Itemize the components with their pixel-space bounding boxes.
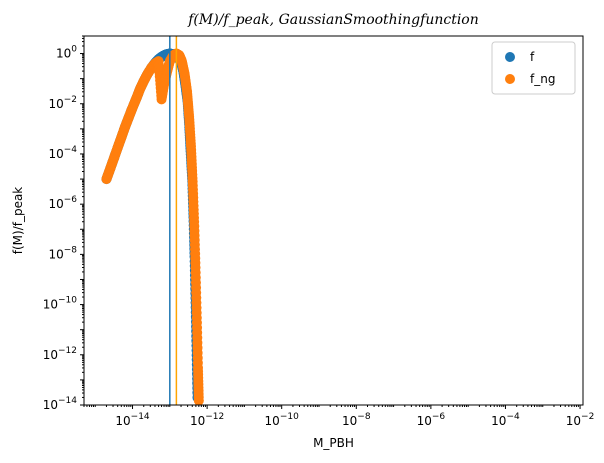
y-tick-label: 10−8	[48, 245, 77, 261]
y-tick-label: 10−6	[48, 195, 77, 211]
x-tick-label: 10−4	[491, 412, 520, 428]
x-tick-label: 10−2	[566, 412, 595, 428]
series-f-ng	[101, 48, 204, 405]
x-tick-label: 10−8	[342, 412, 371, 428]
plot-frame	[83, 35, 584, 406]
x-tick-label: 10−14	[115, 412, 150, 428]
y-axis-title: f(M)/f_peak	[11, 187, 25, 255]
y-tick-label: 100	[56, 45, 77, 61]
x-axis-title: M_PBH	[313, 436, 354, 450]
legend-marker	[505, 74, 515, 84]
y-tick-label: 10−14	[43, 396, 78, 412]
chart-title: f(M)/f_peak, GaussianSmoothingfunction	[187, 12, 479, 28]
data-point	[193, 395, 204, 405]
plot-area	[101, 36, 204, 405]
y-tick-label: 10−10	[43, 296, 78, 312]
y-tick-label: 10−12	[43, 346, 77, 362]
legend-marker	[505, 52, 515, 62]
legend: f f_ng	[491, 41, 576, 95]
x-tick-label: 10−10	[265, 412, 300, 428]
x-tick-label: 10−6	[417, 412, 446, 428]
y-axis: 10−14 10−12 10−10 10−8 10−6 10−4 10−2 100	[43, 35, 84, 412]
legend-label: f_ng	[530, 72, 555, 86]
y-tick-label: 10−4	[48, 145, 77, 161]
x-tick-label: 10−12	[190, 412, 224, 428]
legend-label: f	[530, 50, 535, 64]
y-tick-label: 10−2	[48, 95, 77, 111]
x-axis: 10−14 10−12 10−10 10−8 10−6 10−4 10−2	[83, 405, 595, 428]
